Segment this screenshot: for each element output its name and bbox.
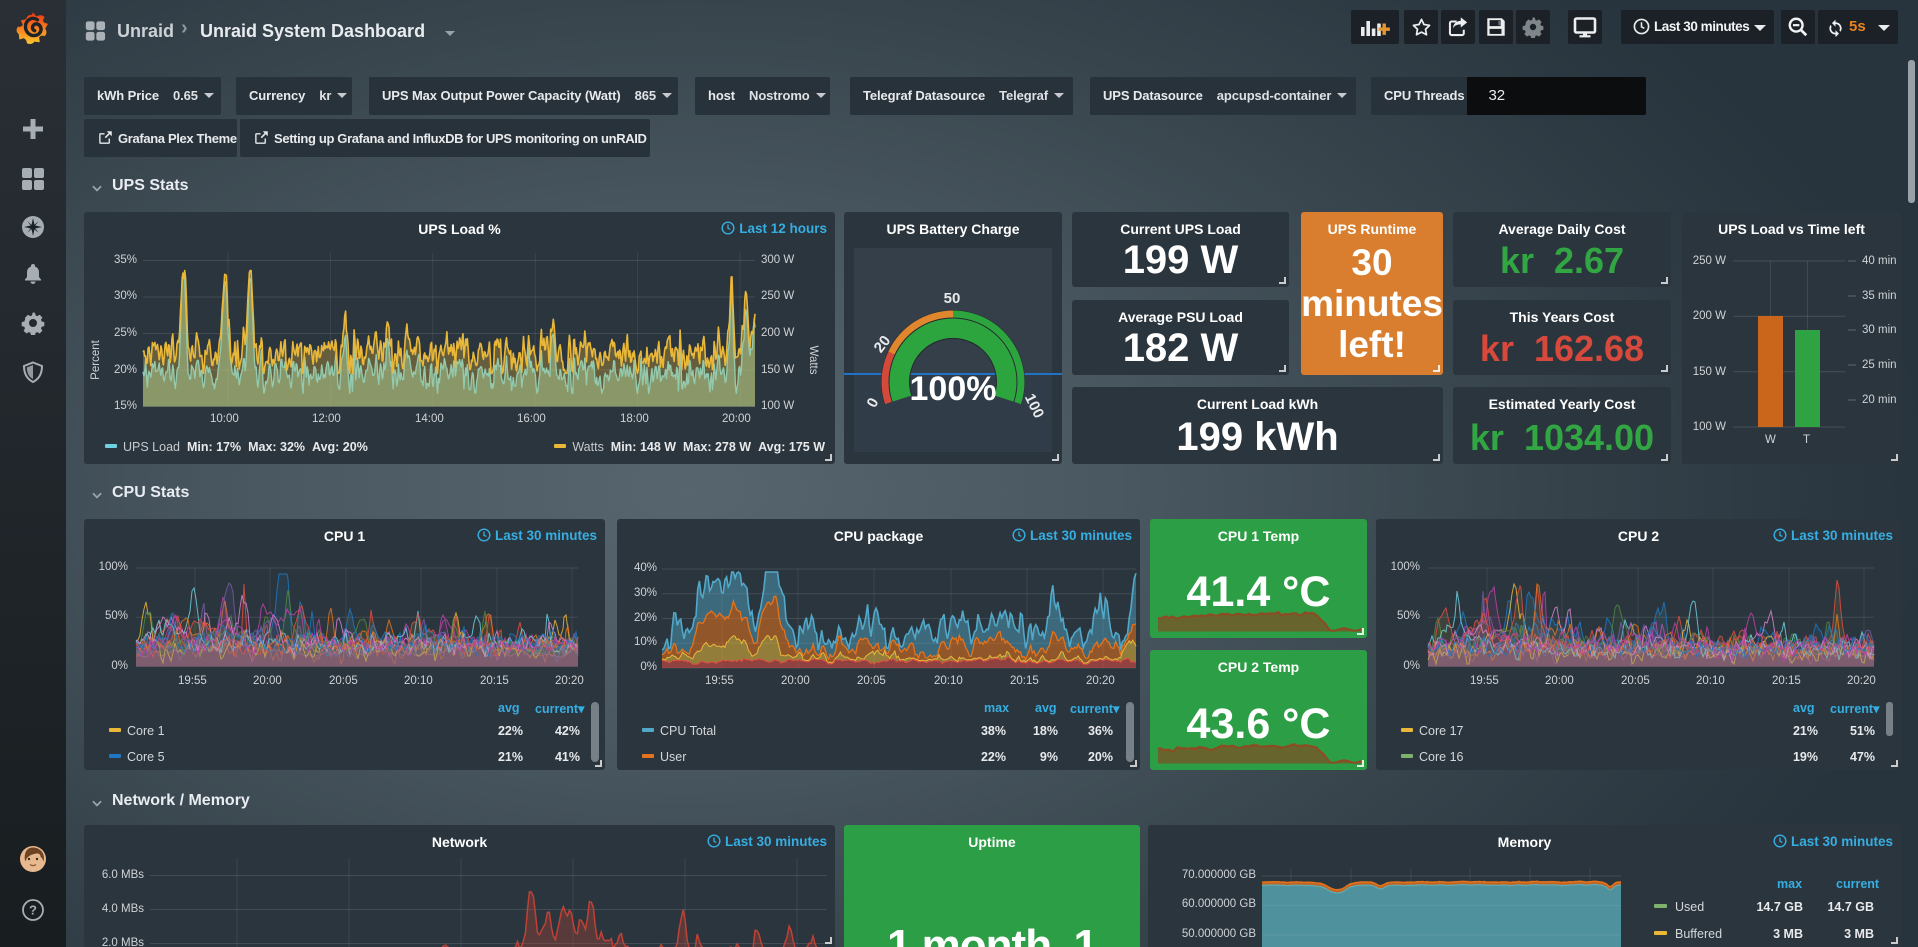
svg-text:?: ? xyxy=(29,903,37,918)
